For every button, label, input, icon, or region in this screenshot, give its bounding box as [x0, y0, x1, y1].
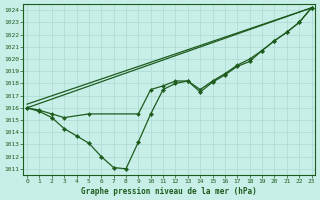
X-axis label: Graphe pression niveau de la mer (hPa): Graphe pression niveau de la mer (hPa)	[81, 187, 257, 196]
